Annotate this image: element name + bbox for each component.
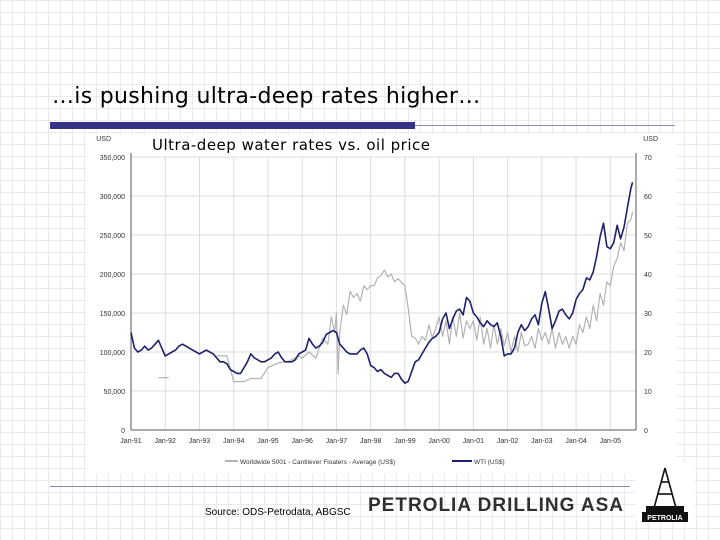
x-tick-label: Jan-03 [531,438,553,445]
legend-label-rig-rate: Worldwide 5001 - Cantilever Floaters - A… [240,459,395,466]
petrolia-logo: PETROLIA [636,462,694,522]
chart-grid [131,156,636,430]
y-right-tick-label: 60 [644,194,652,201]
y-right-unit: USD [643,136,658,143]
slide-title: …is pushing ultra-deep rates higher… [52,84,481,109]
y-left-tick-label: 300,000 [100,194,125,201]
x-tick-label: Jan-01 [463,438,485,445]
x-tick-label: Jan-04 [565,438,587,445]
y-left-tick-label: 100,000 [100,350,125,357]
y-right-tick-label: 0 [644,428,648,435]
y-right-tick-label: 70 [644,155,652,162]
y-right-tick-label: 20 [644,350,652,357]
legend-label-wti: WTI (US$) [474,459,505,466]
chart-legend: Worldwide 5001 - Cantilever Floaters - A… [225,459,505,466]
x-tick-label: Jan-92 [155,438,177,445]
title-underline-bar [50,122,415,129]
source-note: Source: ODS-Petrodata, ABGSC [205,507,351,518]
y-left-tick-label: 200,000 [100,272,125,279]
x-tick-label: Jan-05 [600,438,622,445]
chart-series [130,182,634,385]
x-tick-label: Jan-99 [394,438,416,445]
x-tick-label: Jan-00 [428,438,450,445]
x-tick-label: Jan-98 [360,438,382,445]
x-tick-label: Jan-97 [326,438,348,445]
chart-axes: 0 0 50,000 10 100,000 20 150,000 30 200,000 40 250… [96,136,658,445]
x-tick-label: Jan-02 [497,438,519,445]
y-right-tick-label: 50 [644,233,652,240]
y-right-tick-label: 30 [644,311,652,318]
logo-text: PETROLIA [647,515,682,522]
title-underline-line [415,125,675,126]
chart-panel [86,134,676,474]
y-left-tick-label: 350,000 [100,155,125,162]
company-name: PETROLIA DRILLING ASA [368,495,625,516]
x-tick-label: Jan-96 [291,438,313,445]
footer-rule [50,486,630,487]
y-left-unit: USD [96,136,111,143]
chart-title: Ultra-deep water rates vs. oil price [150,136,433,154]
wti-price-line [130,182,634,385]
y-left-tick-label: 50,000 [104,389,126,396]
y-left-tick-label: 0 [121,428,125,435]
x-tick-label: Jan-93 [189,438,211,445]
x-tick-label: Jan-95 [257,438,279,445]
y-right-tick-label: 10 [644,389,652,396]
x-tick-label: Jan-94 [223,438,245,445]
x-tick-label: Jan-91 [120,438,142,445]
rig-rate-line [216,211,634,383]
y-left-tick-label: 250,000 [100,233,125,240]
y-right-tick-label: 40 [644,272,652,279]
y-left-tick-label: 150,000 [100,311,125,318]
